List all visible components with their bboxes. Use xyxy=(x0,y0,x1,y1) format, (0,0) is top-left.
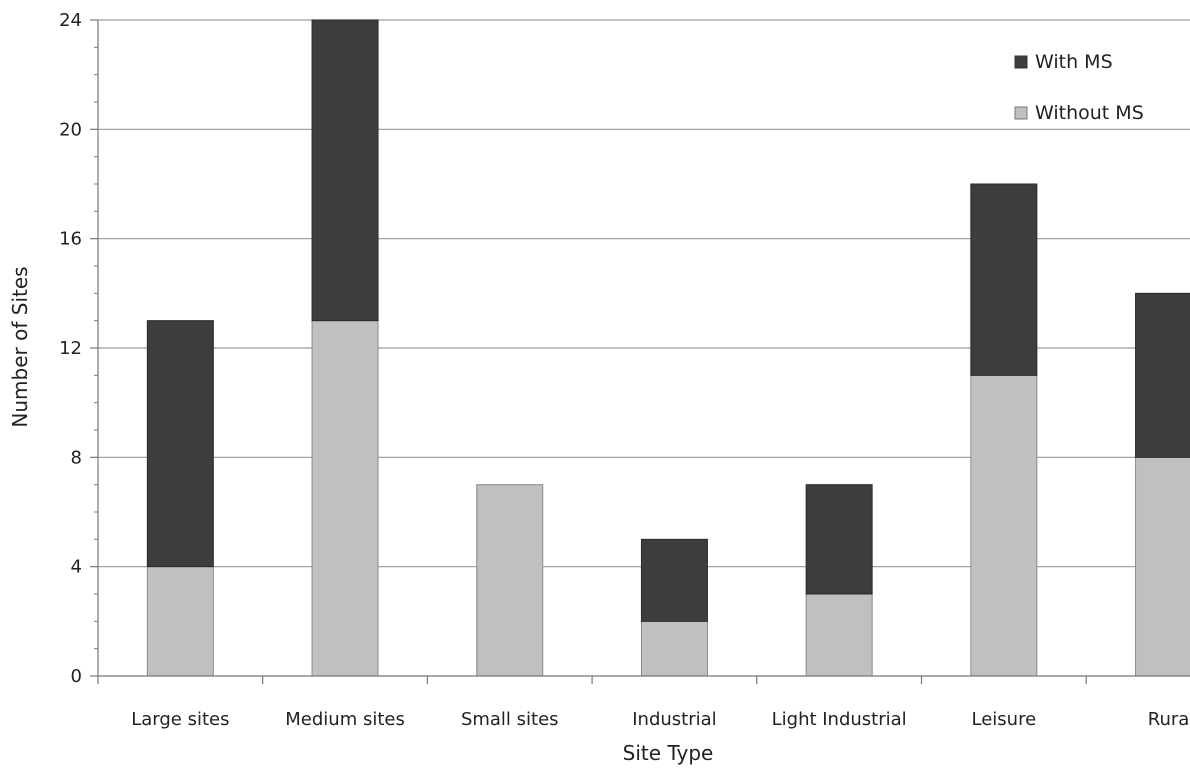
bar-with-ms xyxy=(1135,292,1190,458)
bars xyxy=(146,19,1190,677)
x-tick-label: Medium sites xyxy=(285,709,405,730)
legend-swatch-without-ms xyxy=(1014,106,1028,120)
y-axis-title: Number of Sites xyxy=(8,266,32,427)
y-tick-label: 4 xyxy=(71,557,82,578)
bar-without-ms xyxy=(640,620,708,677)
legend-label-without-ms: Without MS xyxy=(1035,102,1144,124)
bar-with-ms xyxy=(640,538,708,622)
legend-label-with-ms: With MS xyxy=(1035,51,1113,73)
y-tick-labels: 0 4 8 12 16 20 24 xyxy=(59,10,82,687)
bar-without-ms xyxy=(805,593,873,677)
y-tick-label: 20 xyxy=(59,119,82,140)
bar-without-ms xyxy=(970,374,1038,677)
x-tick-label: Large sites xyxy=(131,709,229,730)
x-axis-title: Site Type xyxy=(623,741,714,765)
bar-with-ms xyxy=(805,484,873,595)
axes xyxy=(90,19,1190,684)
y-tick-label: 16 xyxy=(59,229,82,250)
x-tick-label: Rura xyxy=(1148,709,1190,730)
legend: With MS Without MS xyxy=(1014,51,1144,124)
x-tick-label: Small sites xyxy=(461,709,559,730)
x-tick-label: Light Industrial xyxy=(772,709,907,730)
bar-without-ms xyxy=(1135,456,1190,677)
x-tick-label: Industrial xyxy=(632,709,716,730)
bar-with-ms xyxy=(311,19,379,322)
y-tick-label: 0 xyxy=(71,666,82,687)
legend-swatch-with-ms xyxy=(1014,55,1028,69)
bar-with-ms xyxy=(970,183,1038,376)
bar-with-ms xyxy=(146,320,214,568)
y-tick-label: 8 xyxy=(71,447,82,468)
bar-without-ms xyxy=(146,566,214,677)
bar-without-ms xyxy=(476,484,544,677)
y-tick-label: 24 xyxy=(59,10,82,31)
x-tick-label: Leisure xyxy=(972,709,1037,730)
y-tick-label: 12 xyxy=(59,338,82,359)
bar-without-ms xyxy=(311,320,379,677)
x-tick-labels: Large sites Medium sites Small sites Indust… xyxy=(131,709,1189,730)
